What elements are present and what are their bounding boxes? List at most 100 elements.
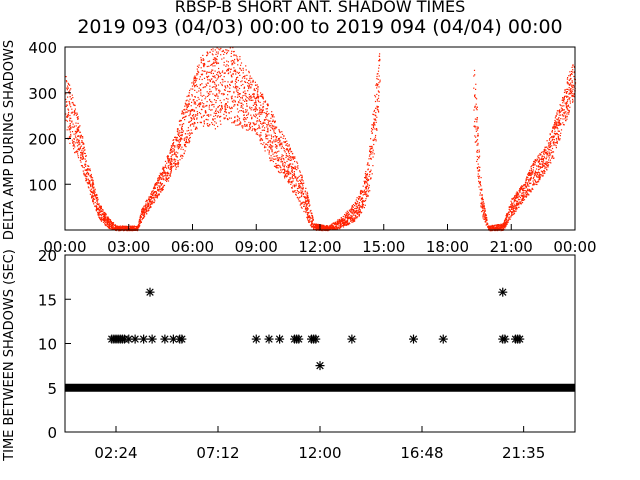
top-data-point	[84, 158, 86, 160]
top-data-point	[184, 133, 186, 135]
top-data-point	[171, 166, 173, 168]
top-data-point	[164, 171, 166, 173]
top-data-point	[517, 193, 519, 195]
top-data-point	[235, 90, 238, 92]
top-data-point	[206, 91, 208, 93]
top-data-point	[172, 139, 174, 141]
top-data-point	[299, 185, 301, 187]
top-data-point	[482, 199, 484, 201]
top-data-point	[374, 94, 376, 97]
top-data-point	[312, 216, 314, 218]
top-data-point	[555, 134, 557, 136]
top-data-point	[248, 82, 250, 85]
top-data-point	[171, 161, 173, 163]
top-data-point	[180, 138, 182, 140]
top-data-point	[311, 222, 313, 224]
top-data-point	[538, 157, 540, 159]
top-data-point	[89, 169, 91, 171]
top-data-point	[147, 198, 150, 200]
top-data-point	[170, 156, 172, 158]
top-data-point	[237, 94, 239, 96]
top-data-point	[65, 113, 67, 115]
top-data-point	[162, 166, 164, 168]
top-data-point	[359, 191, 362, 193]
top-data-point	[367, 168, 369, 170]
top-data-point	[277, 138, 280, 140]
top-data-point	[518, 204, 520, 206]
top-data-point	[183, 153, 185, 155]
top-data-point	[306, 206, 308, 209]
top-data-point	[100, 217, 102, 219]
top-data-point	[534, 164, 536, 166]
top-data-point	[90, 179, 92, 181]
top-data-point	[357, 197, 360, 200]
top-data-point	[376, 109, 378, 111]
top-data-point	[167, 173, 169, 175]
top-data-point	[176, 130, 178, 132]
top-data-point	[265, 116, 267, 118]
top-data-point	[102, 219, 104, 221]
top-data-point	[313, 224, 315, 226]
top-data-point	[255, 113, 257, 115]
top-data-point	[183, 109, 185, 111]
top-data-point	[289, 149, 291, 151]
top-data-point	[82, 158, 84, 160]
top-data-point	[145, 211, 147, 213]
top-data-point	[529, 169, 531, 171]
top-data-point	[201, 70, 203, 72]
top-data-point	[346, 213, 348, 215]
top-data-point	[334, 221, 336, 223]
top-data-point	[500, 223, 502, 226]
top-data-point	[72, 145, 74, 147]
top-data-point	[254, 108, 256, 110]
top-data-point	[477, 170, 479, 172]
top-data-point	[258, 124, 260, 126]
top-data-point	[201, 95, 203, 97]
top-data-point	[81, 152, 83, 154]
top-data-point	[208, 75, 210, 77]
top-data-point	[476, 129, 479, 131]
top-data-point	[290, 151, 292, 153]
top-data-point	[266, 134, 268, 136]
top-data-point	[553, 142, 555, 144]
top-data-point	[249, 124, 251, 126]
top-data-point	[77, 122, 79, 124]
top-data-point	[254, 129, 256, 131]
top-data-point	[227, 81, 229, 83]
top-data-point	[298, 197, 300, 199]
top-data-point	[82, 166, 84, 168]
top-data-point	[555, 147, 557, 149]
top-data-point	[115, 225, 117, 227]
top-data-point	[272, 141, 274, 143]
top-data-point	[171, 151, 173, 153]
top-data-point	[232, 101, 234, 103]
top-data-point	[265, 112, 268, 114]
top-data-point	[153, 191, 155, 194]
top-data-point	[352, 206, 354, 208]
top-data-point	[356, 205, 358, 207]
top-data-point	[547, 148, 549, 150]
top-data-point	[108, 217, 110, 220]
top-data-point	[542, 162, 544, 164]
top-data-point	[482, 204, 484, 206]
top-data-point	[294, 160, 296, 163]
top-data-point	[564, 111, 566, 113]
top-data-point	[511, 213, 513, 215]
top-data-point	[508, 208, 510, 210]
top-data-point	[352, 211, 354, 213]
top-data-point	[506, 216, 508, 218]
top-data-point	[222, 79, 224, 81]
top-data-point	[99, 209, 101, 211]
top-data-point	[66, 89, 68, 91]
top-data-point	[494, 228, 496, 230]
top-data-point	[288, 150, 290, 152]
top-data-point	[194, 81, 196, 83]
top-data-point	[346, 224, 348, 226]
top-data-point	[305, 197, 307, 199]
top-data-point	[99, 216, 101, 219]
top-data-point	[113, 225, 115, 227]
top-data-point	[286, 170, 288, 172]
top-data-point	[188, 102, 190, 104]
top-data-point	[144, 210, 146, 212]
top-data-point	[474, 95, 476, 97]
